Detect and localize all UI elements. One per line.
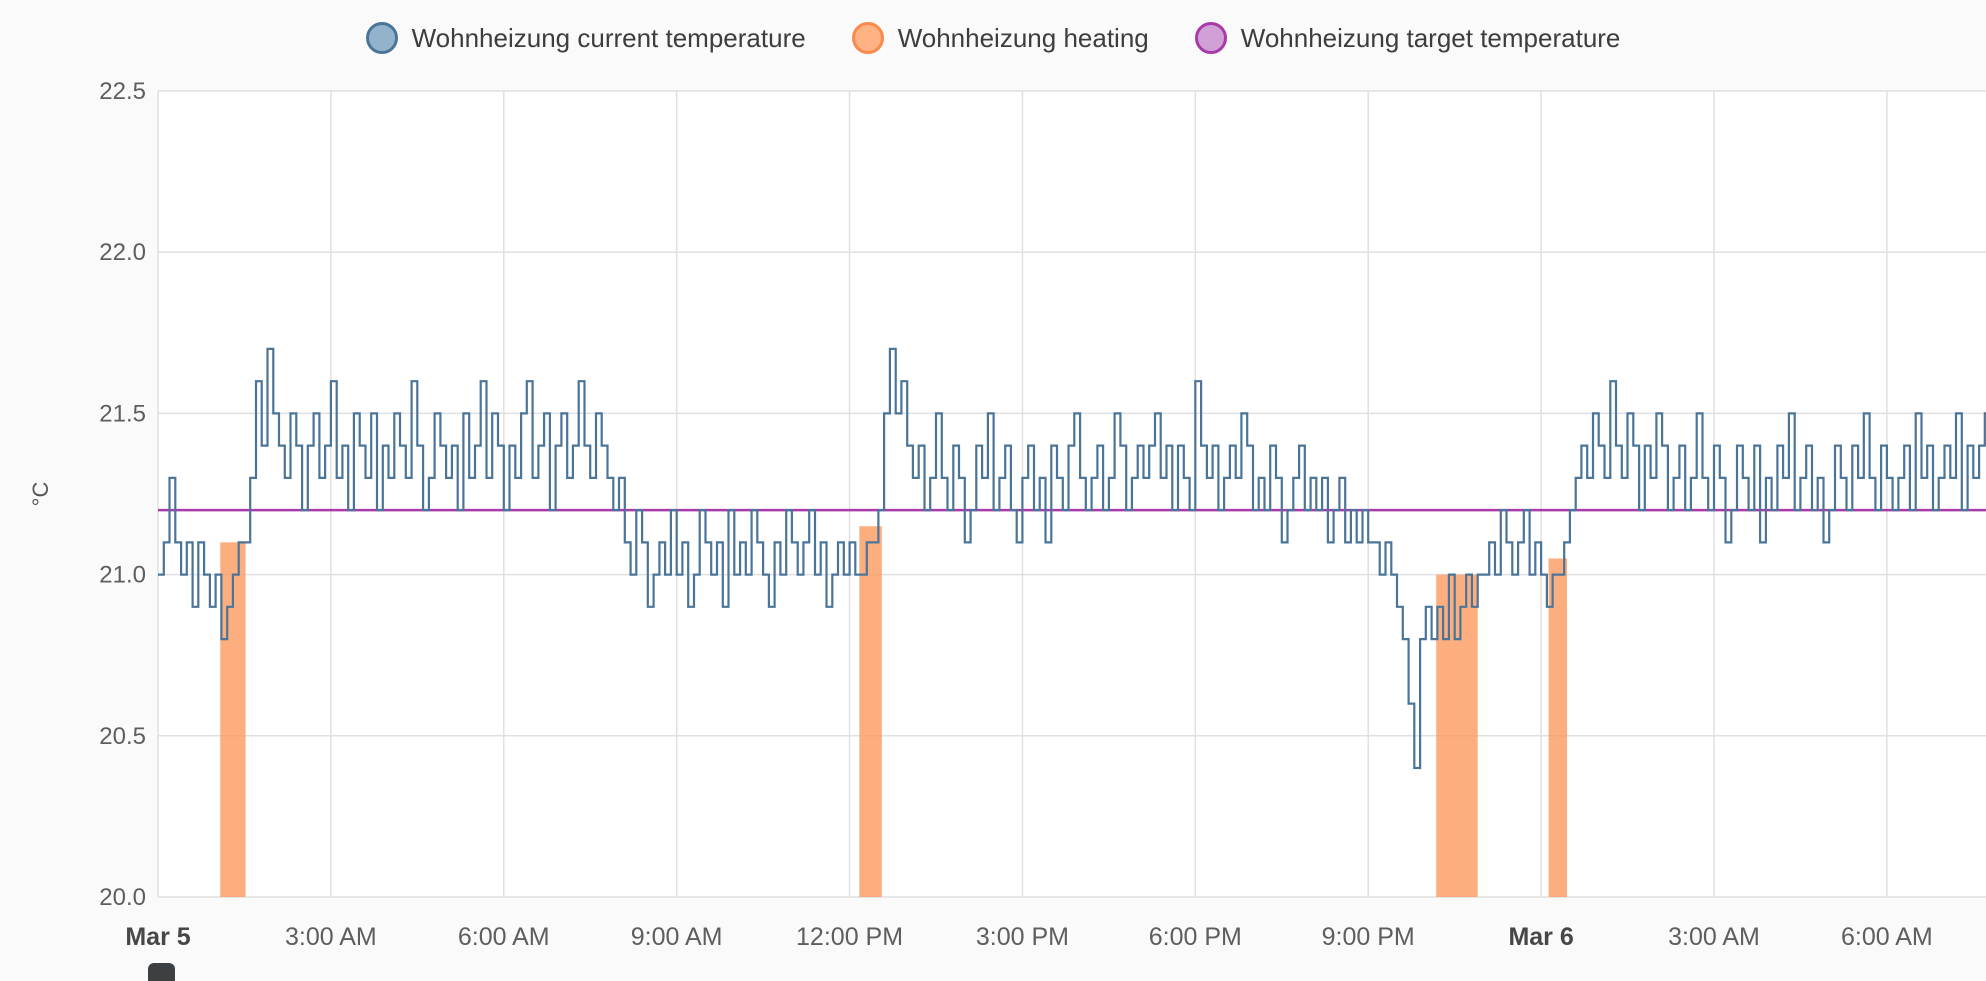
x-axis-tick-label: 9:00 AM xyxy=(631,923,723,951)
heating-bar xyxy=(859,526,882,897)
y-axis-tick-label: 22.5 xyxy=(99,78,146,105)
legend-item-target-temperature[interactable]: Wohnheizung target temperature xyxy=(1194,22,1621,54)
x-axis-tick-label: 6:00 PM xyxy=(1149,923,1242,951)
temperature-line xyxy=(158,347,1986,770)
y-axis-tick-label: 21.0 xyxy=(99,562,146,589)
heating-marker-icon xyxy=(851,22,884,54)
partial-element-fragment xyxy=(148,963,175,981)
legend-item-current-temperature[interactable]: Wohnheizung current temperature xyxy=(365,22,806,54)
y-axis-tick-label: 22.0 xyxy=(99,239,146,266)
y-axis-tick-label: 21.5 xyxy=(99,400,146,427)
x-axis-tick-label: 3:00 PM xyxy=(976,923,1069,951)
x-axis-tick-label: 6:00 AM xyxy=(458,923,550,951)
x-axis-tick-label: Mar 5 xyxy=(125,923,190,951)
current-temperature-marker-icon xyxy=(365,22,398,54)
x-axis-tick-label: 3:00 AM xyxy=(285,923,377,951)
x-axis-tick-label: 12:00 PM xyxy=(796,923,903,951)
legend-item-heating[interactable]: Wohnheizung heating xyxy=(851,22,1149,54)
x-axis-tick-label: 9:00 PM xyxy=(1322,923,1415,951)
heating-bar xyxy=(1548,558,1568,897)
x-axis-tick-label: 6:00 AM xyxy=(1841,923,1933,951)
y-axis-tick-label: 20.0 xyxy=(99,884,146,911)
target-temperature-marker-icon xyxy=(1194,22,1227,54)
y-axis-tick-label: 20.5 xyxy=(99,723,146,750)
y-axis-title: °C xyxy=(28,482,53,507)
chart-legend: Wohnheizung current temperature Wohnheiz… xyxy=(0,22,1986,54)
legend-label-current-temperature: Wohnheizung current temperature xyxy=(411,22,806,53)
legend-label-heating: Wohnheizung heating xyxy=(897,22,1149,53)
x-axis-tick-label: Mar 6 xyxy=(1508,923,1573,951)
legend-label-target-temperature: Wohnheizung target temperature xyxy=(1240,22,1621,53)
x-axis-tick-label: 3:00 AM xyxy=(1668,923,1760,951)
plot-area xyxy=(158,91,1986,897)
